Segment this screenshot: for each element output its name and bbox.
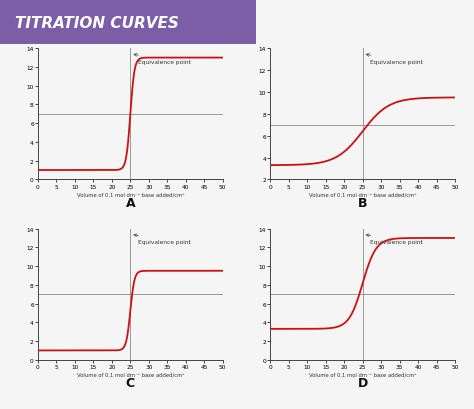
Text: C: C: [126, 376, 135, 389]
Text: Equivalence point: Equivalence point: [134, 234, 191, 245]
Text: D: D: [357, 376, 368, 389]
Text: A: A: [126, 196, 135, 209]
X-axis label: Volume of 0.1 mol dm⁻³ base added/cm³: Volume of 0.1 mol dm⁻³ base added/cm³: [77, 372, 184, 377]
Text: Equivalence point: Equivalence point: [366, 54, 423, 65]
Text: Equivalence point: Equivalence point: [366, 234, 423, 245]
X-axis label: Volume of 0.1 mol dm⁻³ base added/cm³: Volume of 0.1 mol dm⁻³ base added/cm³: [309, 372, 416, 377]
X-axis label: Volume of 0.1 mol dm⁻³ base added/cm³: Volume of 0.1 mol dm⁻³ base added/cm³: [309, 192, 416, 197]
Text: Equivalence point: Equivalence point: [134, 54, 191, 65]
Text: TITRATION CURVES: TITRATION CURVES: [15, 16, 179, 31]
X-axis label: Volume of 0.1 mol dm⁻³ base added/cm³: Volume of 0.1 mol dm⁻³ base added/cm³: [77, 192, 184, 197]
Text: B: B: [358, 196, 367, 209]
